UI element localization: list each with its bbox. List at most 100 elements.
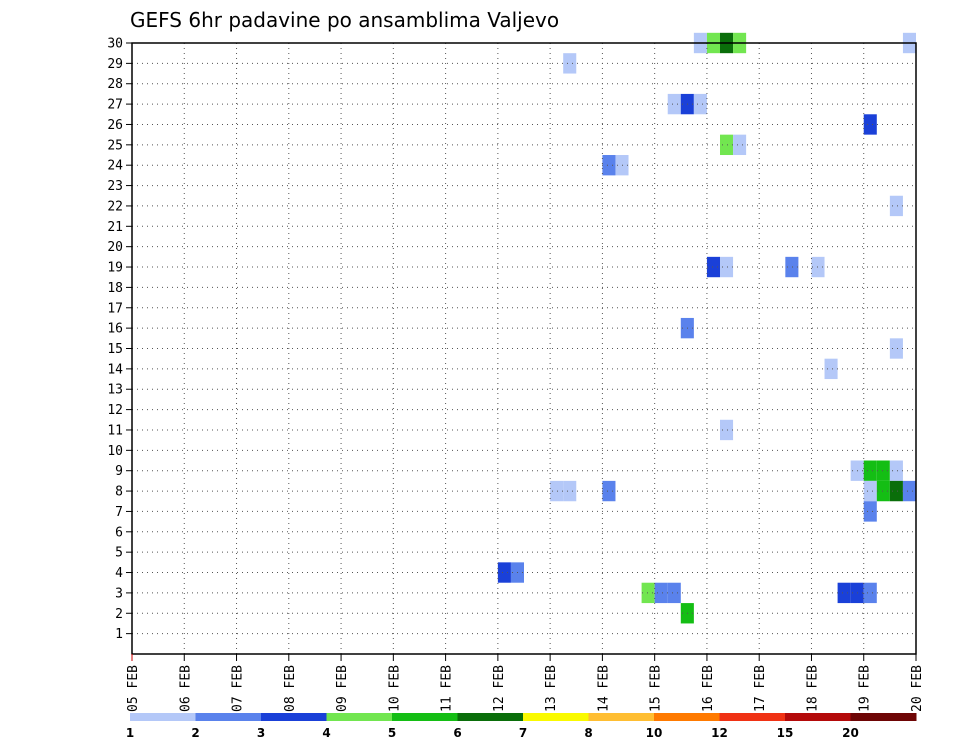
legend-label-9: 12 (711, 726, 728, 740)
cell-member-15-20 (889, 338, 903, 359)
legend-label-4: 5 (388, 726, 396, 740)
legend-label-6: 7 (519, 726, 527, 740)
x-tick-label-9: 14 FEB (596, 665, 611, 712)
legend-swatch-1 (195, 713, 262, 721)
cell-member-8-28 (563, 480, 577, 502)
cell-member-8-30 (863, 480, 877, 502)
y-axis: 1234567891011121314151617181920212223242… (107, 37, 132, 642)
y-tick-label-5: 5 (115, 546, 123, 561)
cell-member-14-21 (824, 358, 838, 380)
legend-swatch-8 (654, 713, 720, 721)
y-tick-label-11: 11 (107, 423, 123, 438)
x-tick-label-11: 16 FEB (701, 665, 716, 712)
color-legend: 1 2 3 4 5 6 7 8 10 12 15 20 (126, 713, 917, 740)
legend-swatch-5 (457, 713, 524, 721)
legend-swatch-11 (850, 713, 917, 721)
y-tick-label-29: 29 (107, 57, 123, 72)
legend-label-0: 1 (126, 726, 134, 740)
cell-member-8-33 (902, 480, 916, 502)
cell-member-29-5 (563, 53, 577, 74)
legend-label-3: 4 (322, 726, 330, 740)
cell-member-3-39 (667, 582, 681, 604)
legend-swatch-6 (523, 713, 589, 721)
y-tick-label-2: 2 (115, 607, 123, 622)
y-tick-label-27: 27 (107, 98, 123, 113)
x-tick-label-13: 18 FEB (805, 665, 820, 712)
y-tick-label-12: 12 (107, 403, 123, 418)
cell-member-27-6 (667, 93, 681, 115)
cell-member-3-38 (654, 582, 668, 604)
y-tick-label-23: 23 (107, 179, 123, 194)
cell-member-19-16 (720, 256, 734, 278)
cell-member-3-37 (641, 582, 655, 604)
cell-member-8-29 (602, 480, 616, 502)
legend-swatch-9 (719, 713, 786, 721)
y-tick-label-24: 24 (107, 159, 123, 174)
cell-member-19-15 (706, 256, 720, 278)
y-tick-label-20: 20 (107, 240, 123, 255)
cell-member-7-34 (863, 501, 877, 522)
y-tick-label-28: 28 (107, 77, 123, 92)
legend-swatch-0 (130, 713, 196, 721)
cell-member-25-11 (733, 134, 747, 156)
legend-swatch-4 (392, 713, 458, 721)
y-tick-label-16: 16 (107, 322, 123, 337)
x-tick-label-4: 09 FEB (335, 665, 350, 712)
x-tick-label-2: 07 FEB (231, 665, 246, 712)
cell-member-3-40 (837, 582, 851, 604)
x-tick-label-5: 10 FEB (387, 665, 402, 712)
y-tick-label-1: 1 (115, 627, 123, 642)
y-tick-label-19: 19 (107, 261, 123, 276)
cell-member-27-8 (693, 93, 707, 115)
x-tick-label-8: 13 FEB (544, 665, 559, 712)
cell-member-11-22 (720, 419, 734, 441)
legend-swatch-10 (785, 713, 851, 721)
legend-label-11: 20 (842, 726, 859, 740)
y-tick-label-8: 8 (115, 485, 123, 500)
y-tick-label-3: 3 (115, 586, 123, 601)
legend-label-1: 2 (191, 726, 199, 740)
x-tick-label-10: 15 FEB (649, 665, 664, 712)
legend-label-5: 6 (453, 726, 461, 740)
cell-member-19-17 (785, 256, 799, 278)
y-tick-label-6: 6 (115, 525, 123, 540)
legend-label-2: 3 (257, 726, 265, 740)
x-tick-label-3: 08 FEB (283, 665, 298, 712)
cell-member-9-26 (889, 460, 903, 481)
x-axis: 05 FEB 06 FEB 07 FEB 08 FEB 09 FEB 10 FEB 11 F… (126, 654, 925, 712)
y-tick-label-7: 7 (115, 505, 123, 520)
legend-label-8: 10 (646, 726, 663, 740)
y-tick-label-10: 10 (107, 444, 123, 459)
cell-member-8-27 (550, 480, 564, 502)
y-tick-label-18: 18 (107, 281, 123, 296)
cell-member-8-31 (876, 480, 890, 502)
cell-member-24-12 (602, 155, 616, 176)
y-tick-label-21: 21 (107, 220, 123, 235)
y-tick-label-14: 14 (107, 362, 123, 377)
x-tick-label-15: 20 FEB (910, 665, 925, 712)
y-tick-label-26: 26 (107, 118, 123, 133)
y-tick-label-13: 13 (107, 383, 123, 398)
legend-swatch-3 (326, 713, 393, 721)
y-tick-label-25: 25 (107, 138, 123, 153)
x-tick-label-12: 17 FEB (753, 665, 768, 712)
legend-label-7: 8 (584, 726, 592, 740)
x-tick-label-0: 05 FEB (126, 665, 141, 712)
x-tick-label-14: 19 FEB (858, 665, 873, 712)
y-tick-label-4: 4 (115, 566, 123, 581)
cell-member-25-10 (720, 134, 734, 156)
y-tick-label-15: 15 (107, 342, 123, 357)
cell-member-9-25 (876, 460, 890, 481)
chart-title: GEFS 6hr padavine po ansamblima Valjevo (130, 8, 559, 32)
legend-label-10: 15 (777, 726, 794, 740)
x-tick-label-6: 11 FEB (440, 665, 455, 712)
cell-member-22-14 (889, 195, 903, 217)
cell-member-9-24 (863, 460, 877, 481)
legend-swatch-7 (588, 713, 655, 721)
y-tick-label-22: 22 (107, 199, 123, 214)
cell-member-8-32 (889, 480, 903, 502)
y-tick-label-17: 17 (107, 301, 123, 316)
y-tick-label-30: 30 (107, 37, 123, 52)
cell-member-26-9 (863, 114, 877, 135)
